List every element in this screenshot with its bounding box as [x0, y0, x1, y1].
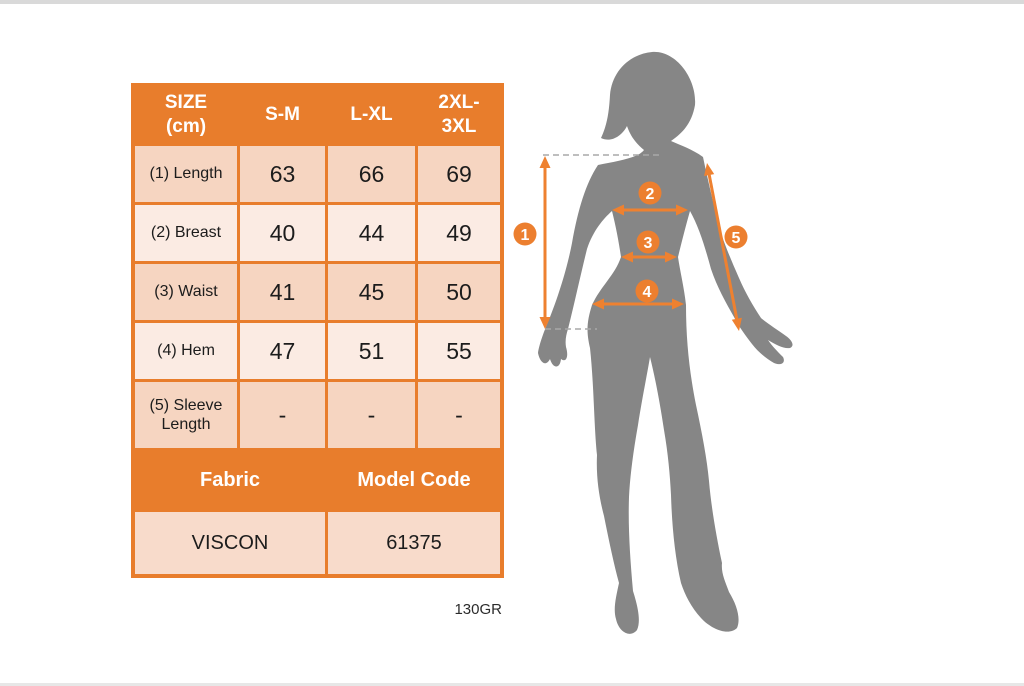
- size-table-grid: SIZE (cm) S-M L-XL 2XL- 3XL (1) Length 6…: [135, 87, 500, 448]
- row-sleeve-label: (5) Sleeve Length: [135, 382, 237, 448]
- fabric-info-grid: Fabric Model Code VISCON 61375: [135, 451, 500, 574]
- breast-arrow: [612, 204, 688, 216]
- row-hem-value-2xl3xl: 55: [418, 323, 500, 379]
- marker-4: 4: [635, 279, 659, 303]
- svg-text:3: 3: [644, 235, 653, 252]
- fabric-value: VISCON: [135, 512, 325, 574]
- header-lxl-line1: L-XL: [350, 104, 393, 126]
- row-breast-value-2xl3xl: 49: [418, 205, 500, 261]
- row-sleeve-value-lxl: -: [328, 382, 415, 448]
- bottom-edge-strip: [0, 683, 1024, 686]
- fabric-weight-label: 130GR: [454, 601, 502, 618]
- row-breast-label: (2) Breast: [135, 205, 237, 261]
- svg-text:2: 2: [646, 186, 655, 203]
- marker-3: 3: [636, 230, 660, 254]
- header-2xl3xl-line1: 2XL-: [438, 92, 480, 114]
- svg-text:4: 4: [643, 284, 652, 301]
- row-sleeve-value-sm: -: [240, 382, 325, 448]
- header-size-line1: SIZE: [164, 92, 208, 114]
- header-size-line2: (cm): [165, 116, 207, 137]
- row-breast-value-sm: 40: [240, 205, 325, 261]
- row-waist-value-lxl: 45: [328, 264, 415, 320]
- measurement-figure: 1 2 3 4 5: [513, 51, 793, 634]
- svg-text:5: 5: [732, 230, 741, 247]
- sleeve-arrow: [704, 163, 742, 331]
- model-code-value: 61375: [328, 512, 500, 574]
- row-length-value-2xl3xl: 69: [418, 146, 500, 202]
- size-table-header-lxl: L-XL: [328, 87, 415, 143]
- header-2xl3xl-line2: 3XL: [441, 116, 477, 137]
- row-hem-value-lxl: 51: [328, 323, 415, 379]
- row-length-label: (1) Length: [135, 146, 237, 202]
- row-waist-value-2xl3xl: 50: [418, 264, 500, 320]
- marker-2: 2: [638, 181, 662, 205]
- marker-1: 1: [513, 222, 537, 246]
- top-edge-strip: [0, 0, 1024, 4]
- size-table: SIZE (cm) S-M L-XL 2XL- 3XL (1) Length 6…: [131, 83, 504, 578]
- size-table-header-2xl3xl: 2XL- 3XL: [418, 87, 500, 143]
- row-waist-label: (3) Waist: [135, 264, 237, 320]
- fabric-header: Fabric: [135, 451, 325, 509]
- marker-5: 5: [724, 225, 748, 249]
- row-breast-value-lxl: 44: [328, 205, 415, 261]
- header-sm-line1: S-M: [265, 104, 300, 126]
- row-length-value-sm: 63: [240, 146, 325, 202]
- row-sleeve-value-2xl3xl: -: [418, 382, 500, 448]
- row-waist-value-sm: 41: [240, 264, 325, 320]
- length-arrow: [539, 156, 551, 329]
- female-silhouette: [538, 51, 793, 634]
- row-hem-label: (4) Hem: [135, 323, 237, 379]
- row-length-value-lxl: 66: [328, 146, 415, 202]
- model-code-header: Model Code: [328, 451, 500, 509]
- hem-arrow: [592, 298, 684, 310]
- svg-text:1: 1: [521, 227, 530, 244]
- size-table-header-size: SIZE (cm): [135, 87, 237, 143]
- size-table-header-sm: S-M: [240, 87, 325, 143]
- row-hem-value-sm: 47: [240, 323, 325, 379]
- waist-arrow: [621, 251, 677, 263]
